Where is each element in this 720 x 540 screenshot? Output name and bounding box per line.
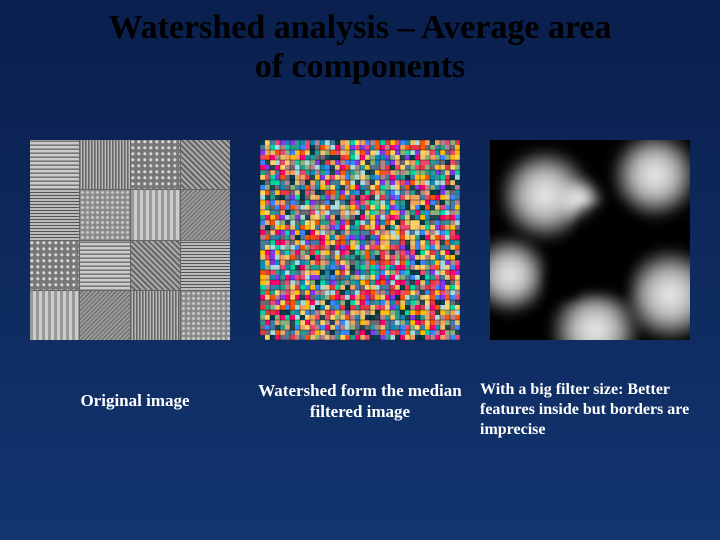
image-row <box>30 140 690 340</box>
original-image <box>30 140 230 340</box>
title-line-2: of components <box>255 48 466 85</box>
caption-row: Original image Watershed form the median… <box>30 380 690 440</box>
caption-filtered: With a big filter size: Better features … <box>480 380 690 440</box>
caption-original: Original image <box>30 380 240 440</box>
slide-title: Watershed analysis – Average area of com… <box>0 8 720 86</box>
watershed-image <box>260 140 460 340</box>
filtered-image <box>490 140 690 340</box>
title-line-1: Watershed analysis – Average area <box>108 9 611 46</box>
caption-watershed: Watershed form the median filtered image <box>255 380 465 440</box>
